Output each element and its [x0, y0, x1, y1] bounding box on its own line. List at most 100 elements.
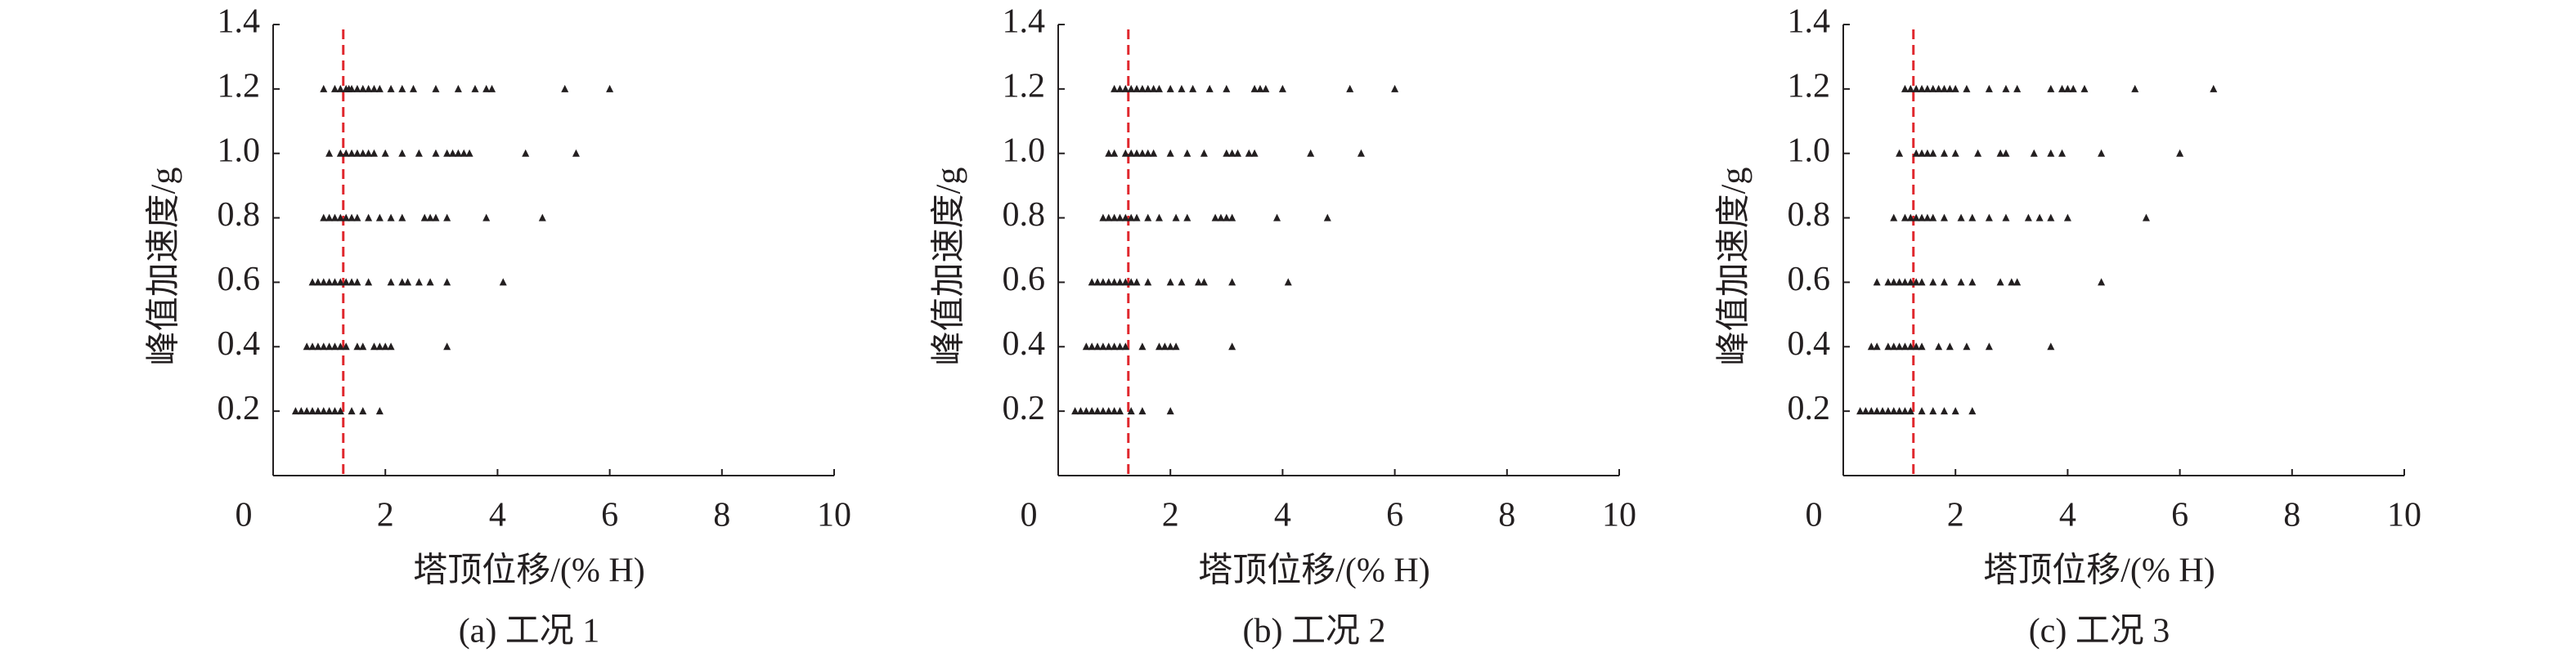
y-tick-label: 1.2	[1003, 67, 1046, 105]
x-tick-label: 2	[1162, 497, 1179, 534]
point	[1923, 149, 1932, 157]
point	[1323, 213, 1331, 221]
point	[1245, 149, 1253, 157]
x-tick-label: 6	[1386, 497, 1403, 534]
point	[387, 342, 395, 351]
point	[443, 342, 451, 351]
point	[1861, 407, 1869, 415]
point	[1071, 407, 1079, 415]
point	[1250, 84, 1259, 92]
point	[398, 213, 406, 221]
point	[1178, 278, 1186, 286]
x-tick-label: 10	[817, 497, 851, 534]
point	[1111, 149, 1119, 157]
point	[336, 213, 344, 221]
point	[1912, 84, 1920, 92]
x-axis-label: 塔顶位移/(% H)	[1198, 552, 1429, 590]
point	[1150, 149, 1158, 157]
point	[426, 278, 434, 286]
point	[1968, 213, 1977, 221]
point	[365, 84, 373, 92]
point	[325, 407, 334, 415]
point	[1172, 213, 1180, 221]
point	[443, 213, 451, 221]
point	[1884, 278, 1892, 286]
point	[1166, 84, 1174, 92]
point	[2069, 84, 2077, 92]
y-tick-label: 0.8	[1788, 196, 1831, 234]
point	[1138, 407, 1147, 415]
point	[398, 84, 406, 92]
x-tick-label: 8	[1498, 497, 1515, 534]
point	[1873, 278, 1881, 286]
point	[1985, 342, 1993, 351]
point	[1127, 84, 1135, 92]
point	[1357, 149, 1365, 157]
point	[1346, 84, 1354, 92]
point	[1929, 407, 1937, 415]
point	[2210, 84, 2218, 92]
point	[1127, 407, 1135, 415]
point	[1890, 213, 1898, 221]
point	[1155, 84, 1163, 92]
point	[1115, 84, 1124, 92]
point	[1099, 213, 1107, 221]
point	[348, 149, 356, 157]
point	[1160, 342, 1169, 351]
point	[387, 213, 395, 221]
point	[410, 84, 417, 92]
x-tick-label: 4	[2059, 497, 2076, 534]
point	[398, 149, 406, 157]
point	[353, 342, 361, 351]
point	[336, 278, 344, 286]
point	[370, 342, 378, 351]
point	[1121, 149, 1129, 157]
point	[1111, 342, 1119, 351]
point	[1901, 342, 1909, 351]
point	[1115, 342, 1124, 351]
point	[2035, 213, 2044, 221]
point	[342, 278, 350, 286]
y-tick-label: 1.4	[1788, 3, 1831, 41]
point	[2142, 213, 2150, 221]
point	[1138, 84, 1147, 92]
y-tick-label: 1.0	[1003, 132, 1046, 169]
caption: (b) 工况 2	[1243, 613, 1386, 650]
x-tick-label: 2	[1947, 497, 1964, 534]
y-axis-label: 峰值加速度/g	[146, 168, 183, 366]
point	[460, 149, 468, 157]
point	[1951, 149, 1959, 157]
point	[1223, 149, 1231, 157]
point	[1929, 149, 1937, 157]
point	[1082, 342, 1090, 351]
point	[370, 84, 378, 92]
point	[443, 278, 451, 286]
point	[420, 213, 429, 221]
point	[1121, 84, 1129, 92]
x-tick-label: 8	[2283, 497, 2300, 534]
point	[1884, 407, 1892, 415]
point	[482, 84, 491, 92]
point	[1906, 213, 1914, 221]
point	[1228, 149, 1236, 157]
point	[320, 213, 328, 221]
point	[291, 407, 299, 415]
point	[1111, 278, 1119, 286]
point	[1076, 407, 1084, 415]
point	[1127, 213, 1135, 221]
point	[342, 213, 350, 221]
point	[1391, 84, 1399, 92]
y-tick-label: 0.4	[1788, 325, 1831, 363]
point	[1957, 278, 1965, 286]
point	[1940, 213, 1948, 221]
point	[1935, 84, 1943, 92]
point	[353, 149, 361, 157]
point	[1307, 149, 1315, 157]
point	[426, 213, 434, 221]
point	[1951, 407, 1959, 415]
point	[2024, 213, 2032, 221]
point	[1088, 407, 1096, 415]
point	[1155, 213, 1163, 221]
point	[330, 84, 339, 92]
point	[1896, 407, 1904, 415]
